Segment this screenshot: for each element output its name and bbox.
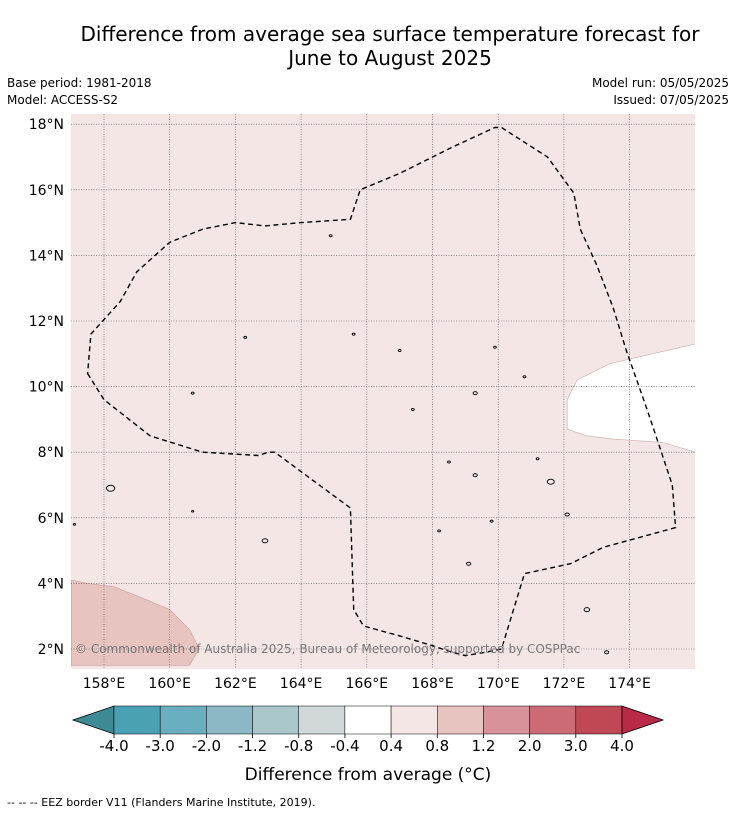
colorbar-legend: -4.0 -3.0 -2.0 -1.2 -0.8 -0.4 0.4 0.8 1.2 2.0 3.0 4… [71,705,665,755]
colorbar-segment [252,705,299,735]
island-outline [493,345,497,349]
island-outline [437,529,441,533]
colorbar-tick-label: 4.0 [610,737,634,755]
chart-title: Difference from average sea surface temp… [0,22,736,70]
lon-tick-label: 170°E [477,676,520,692]
island-outline [447,460,451,464]
lon-tick-label: 164°E [280,676,323,692]
island-outline [351,332,356,336]
lat-tick-label: 10°N [29,380,64,396]
island-outline [466,561,472,566]
colorbar-tick-label: -1.2 [238,737,267,755]
lat-tick-label: 8°N [38,445,64,461]
graticule [71,114,695,669]
colorbar-tick-label: -3.0 [146,737,175,755]
lat-tick-label: 18°N [29,117,64,133]
lon-tick-label: 172°E [543,676,586,692]
colorbar-tick-label: 3.0 [564,737,588,755]
base-period: Base period: 1981-2018 [7,76,152,90]
model-info: Base period: 1981-2018 Model: ACCESS-S2 [7,75,152,109]
colorbar-segment [437,705,484,735]
longitude-labels: 158°E 160°E 162°E 164°E 166°E 168°E 170°E 172°E… [83,676,651,692]
colorbar-segment [390,705,438,735]
eez-border-legend: -- -- -- EEZ border V11 (Flanders Marine… [7,796,316,809]
island-outline [105,484,116,492]
island-outlines [72,234,610,655]
colorbar-tick-label: 2.0 [518,737,542,755]
island-outline [583,607,591,613]
lat-tick-label: 16°N [29,183,64,199]
run-info: Model run: 05/05/2025 Issued: 07/05/2025 [592,75,729,109]
title-line-2: June to August 2025 [288,46,492,70]
issued-date: Issued: 07/05/2025 [613,93,729,107]
island-outline [191,509,195,513]
colorbar-segment [575,705,623,735]
colorbar-extend-high [621,705,665,735]
island-outline [522,375,527,379]
title-line-1: Difference from average sea surface temp… [80,22,700,46]
lat-tick-label: 12°N [29,314,64,330]
lon-tick-label: 160°E [148,676,191,692]
latitude-labels: 18°N 16°N 14°N 12°N 10°N 8°N 6°N 4°N 2°N [29,117,64,658]
lon-tick-label: 168°E [411,676,454,692]
island-outline [564,512,570,517]
colorbar-segment [529,705,577,735]
island-outline [604,650,610,655]
lon-tick-label: 166°E [346,676,389,692]
lat-tick-label: 6°N [38,511,64,527]
island-outline [546,478,555,485]
lat-tick-label: 4°N [38,576,64,592]
lat-tick-label: 14°N [29,248,64,264]
colorbar-segment [113,705,161,735]
island-outline [472,391,478,396]
colorbar-tick-label: -4.0 [99,737,128,755]
island-outline [261,538,269,544]
island-outline [328,234,333,238]
colorbar-tick-label: 0.4 [379,737,403,755]
model-run-date: Model run: 05/05/2025 [591,76,729,90]
colorbar-tick-label: -2.0 [192,737,221,755]
colorbar-segment [206,705,253,735]
island-outline [489,519,494,523]
island-outline [472,473,478,478]
island-outline [410,408,415,412]
island-outline [535,457,540,461]
colorbar-tick-label: 0.8 [425,737,449,755]
colorbar-title: Difference from average (°C) [245,765,492,785]
lat-tick-label: 2°N [38,642,64,658]
colorbar-segment [344,705,392,735]
model-name: Model: ACCESS-S2 [7,93,119,107]
copyright-notice: © Commonwealth of Australia 2025, Bureau… [75,642,580,656]
lon-tick-label: 174°E [608,676,651,692]
island-outline [397,349,402,353]
colorbar-extend-low [71,705,115,735]
island-outline [190,391,195,395]
colorbar-segment [298,705,346,735]
lon-tick-label: 158°E [83,676,126,692]
colorbar-tick-label: 1.2 [472,737,496,755]
island-outline [243,335,248,339]
colorbar-segment [159,705,207,735]
colorbar-tick-label: -0.4 [330,737,359,755]
island-outline [72,523,77,526]
neutral-anomaly-region [566,343,695,453]
colorbar-segment [483,705,530,735]
lon-tick-label: 162°E [214,676,257,692]
cool-anomaly-region [71,579,200,666]
colorbar-tick-label: -0.8 [284,737,313,755]
